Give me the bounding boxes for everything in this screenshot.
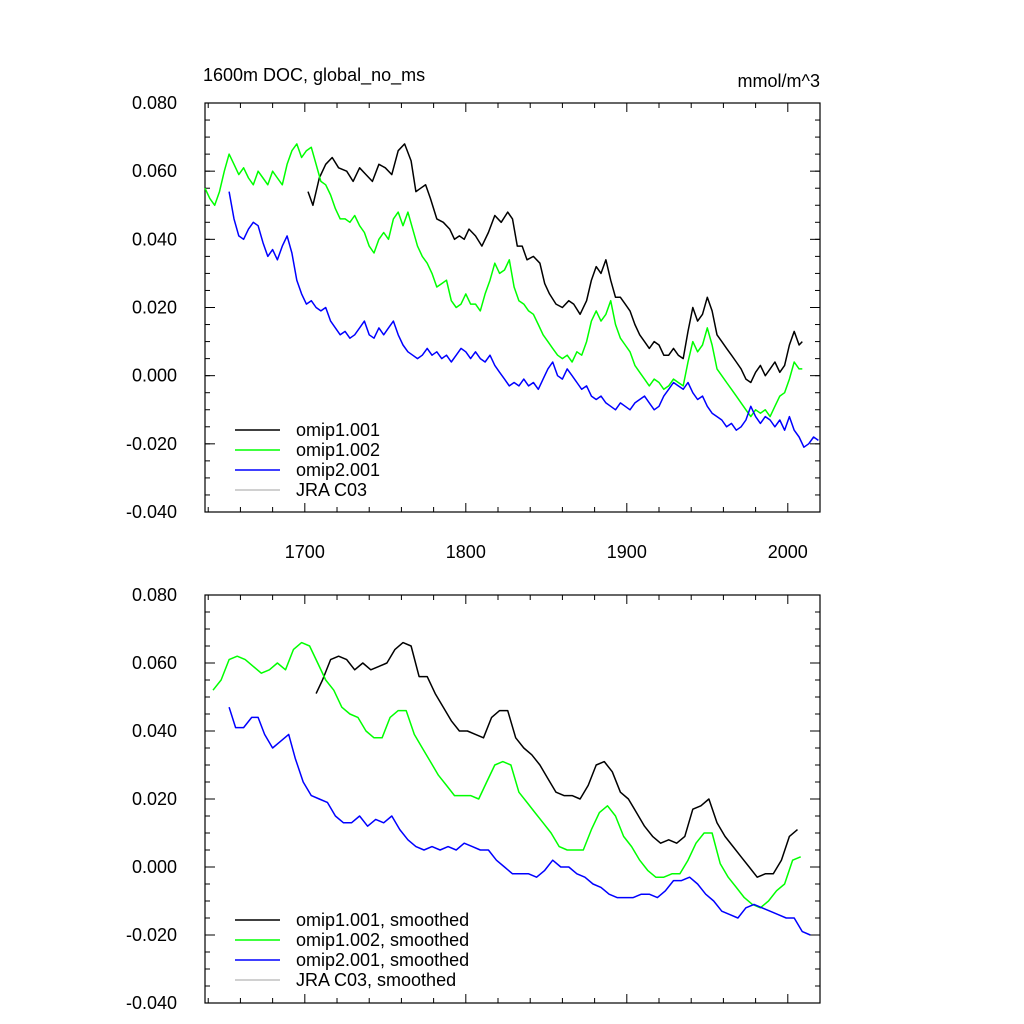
y-tick-label: 0.080 <box>132 93 177 113</box>
y-tick-label: 0.040 <box>132 229 177 249</box>
series-line <box>228 191 819 448</box>
series-line <box>228 706 811 936</box>
y-tick-label: 0.060 <box>132 653 177 673</box>
y-tick-label: 0.040 <box>132 721 177 741</box>
series-line <box>307 143 803 384</box>
y-tick-label: 0.080 <box>132 585 177 605</box>
x-tick-label: 1800 <box>446 542 486 562</box>
legend-label: omip1.002, smoothed <box>296 930 469 950</box>
series-line <box>315 641 798 878</box>
y-tick-label: 0.060 <box>132 161 177 181</box>
x-tick-label: 1700 <box>285 542 325 562</box>
y-tick-label: -0.020 <box>126 925 177 945</box>
units-label: mmol/m^3 <box>738 71 820 91</box>
series-line <box>212 641 801 909</box>
legend-label: JRA C03, smoothed <box>296 970 456 990</box>
bottom-panel: -0.040 -0.020 0.000 0.020 0.040 0.060 0.080 omi… <box>126 585 821 1013</box>
x-tick-label: 2000 <box>768 542 808 562</box>
y-tick-label: -0.040 <box>126 502 177 522</box>
y-tick-label: 0.000 <box>132 857 177 877</box>
x-tick-label: 1900 <box>607 542 647 562</box>
legend-label: omip1.002 <box>296 440 380 460</box>
legend-label: JRA C03 <box>296 480 367 500</box>
legend-label: omip1.001 <box>296 420 380 440</box>
y-tick-label: -0.040 <box>126 993 177 1013</box>
legend-label: omip2.001, smoothed <box>296 950 469 970</box>
legend-label: omip1.001, smoothed <box>296 910 469 930</box>
y-tick-label: 0.020 <box>132 298 177 318</box>
y-tick-label: -0.020 <box>126 434 177 454</box>
chart-title: 1600m DOC, global_no_ms <box>203 65 425 86</box>
y-tick-label: 0.020 <box>132 789 177 809</box>
legend-label: omip2.001 <box>296 460 380 480</box>
series-line <box>204 143 803 418</box>
y-tick-label: 0.000 <box>132 366 177 386</box>
top-panel: 1700 1800 1900 2000 -0.040 -0.020 0.000 0.020 0.… <box>126 93 821 562</box>
